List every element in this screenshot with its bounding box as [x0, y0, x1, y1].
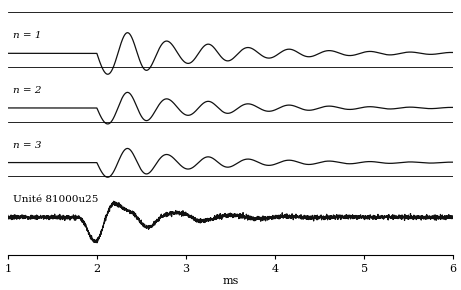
Text: n = 1: n = 1 [13, 31, 41, 40]
X-axis label: ms: ms [222, 276, 239, 286]
Text: n = 2: n = 2 [13, 86, 41, 95]
Text: n = 3: n = 3 [13, 141, 41, 150]
Text: Unité 81000u25: Unité 81000u25 [13, 195, 99, 204]
